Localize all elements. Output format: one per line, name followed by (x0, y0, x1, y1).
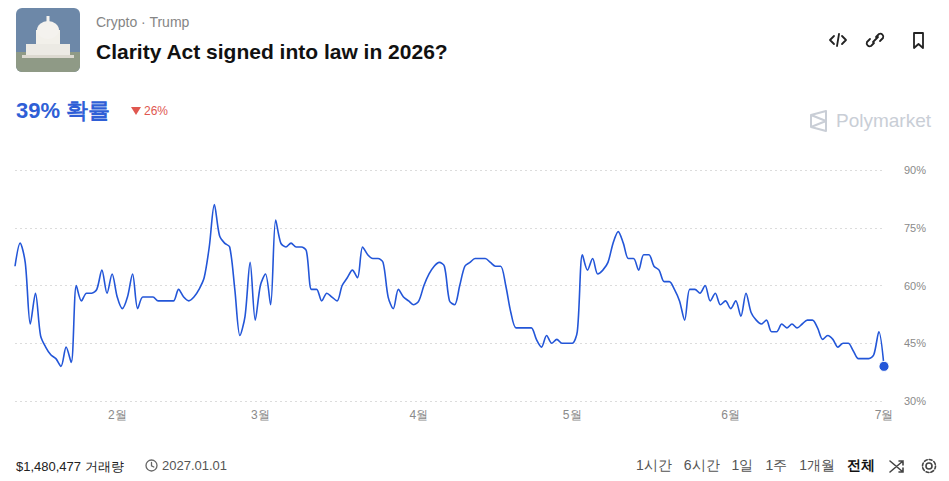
svg-text:75%: 75% (904, 222, 926, 234)
html-text:전체: 전체 (847, 457, 875, 473)
svg-text:5월: 5월 (563, 408, 582, 422)
html-text:39% 확률: 39% 확률 (16, 98, 111, 123)
html-text:6시간: 6시간 (683, 457, 720, 473)
html-text:1시간: 1시간 (636, 457, 672, 473)
html-text:2027.01.01: 2027.01.01 (162, 458, 228, 473)
svg-text:90%: 90% (904, 164, 926, 176)
svg-text:3월: 3월 (251, 408, 270, 422)
html-text:26%: 26% (144, 104, 168, 118)
html-text:1일: 1일 (731, 457, 754, 473)
svg-text:2월: 2월 (108, 408, 127, 422)
html-text:Crypto · Trump: Crypto · Trump (96, 14, 190, 30)
html-text:$1,480,477 거래량: $1,480,477 거래량 (16, 459, 124, 474)
html-text:Clarity Act signed into law in: Clarity Act signed into law in 2026? (96, 40, 448, 63)
html-text:1주: 1주 (765, 457, 788, 473)
svg-text:6월: 6월 (721, 408, 740, 422)
svg-text:4월: 4월 (409, 408, 428, 422)
html-text:Polymarket: Polymarket (836, 110, 931, 131)
svg-text:45%: 45% (904, 337, 926, 349)
svg-text:30%: 30% (904, 395, 926, 407)
svg-text:7월: 7월 (875, 408, 894, 422)
html-text:1개월: 1개월 (799, 457, 835, 473)
svg-text:60%: 60% (904, 280, 926, 292)
